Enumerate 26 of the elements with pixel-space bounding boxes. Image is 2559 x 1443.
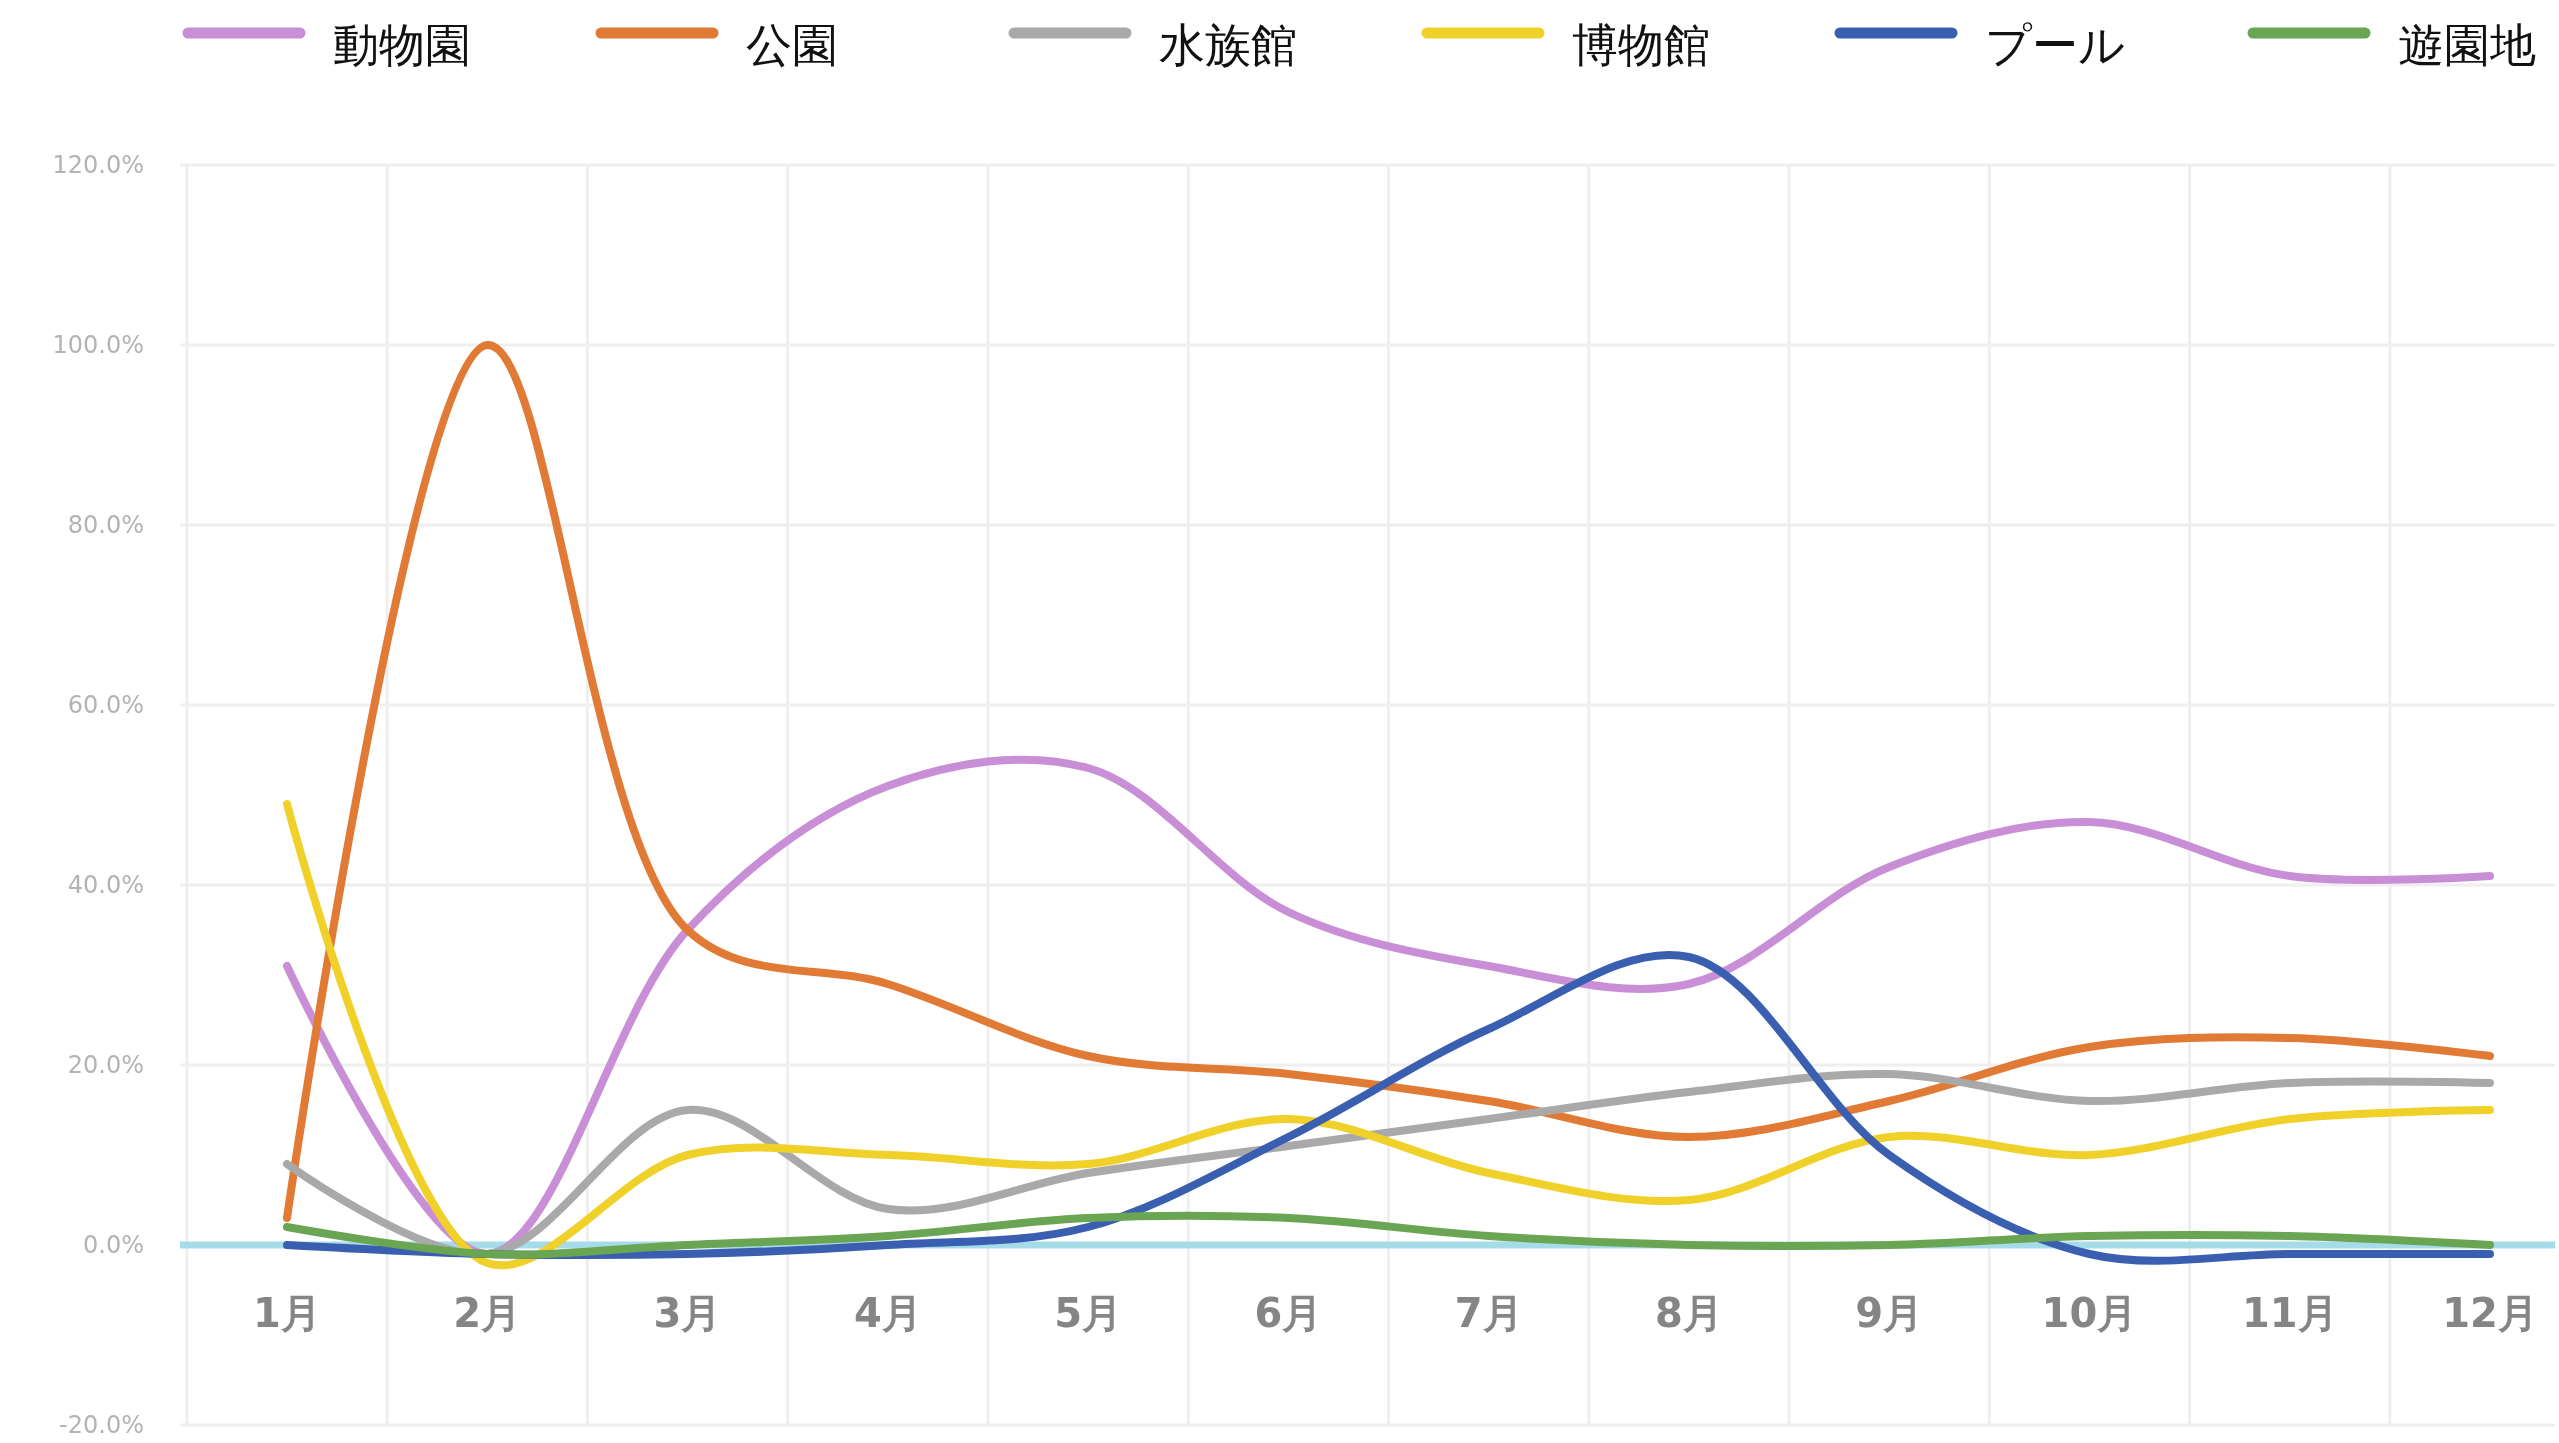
x-tick-label: 4月	[853, 1290, 922, 1336]
x-tick-label: 8月	[1654, 1290, 1723, 1336]
y-tick-label: 60.0%	[67, 691, 144, 719]
y-tick-label: 120.0%	[52, 151, 144, 179]
y-tick-label: 0.0%	[83, 1231, 144, 1259]
y-tick-label: 80.0%	[67, 511, 144, 539]
x-tick-label: 3月	[653, 1290, 722, 1336]
x-tick-label: 12月	[2442, 1290, 2538, 1336]
legend-label: プール	[1985, 18, 2125, 72]
y-tick-label: 100.0%	[52, 331, 144, 359]
y-tick-label: 20.0%	[67, 1051, 144, 1079]
legend-label: 遊園地	[2398, 18, 2536, 72]
x-tick-label: 2月	[453, 1290, 522, 1336]
y-tick-label: -20.0%	[59, 1411, 144, 1439]
x-tick-label: 7月	[1454, 1290, 1523, 1336]
y-tick-label: 40.0%	[67, 871, 144, 899]
x-tick-label: 9月	[1855, 1290, 1924, 1336]
x-tick-label: 10月	[2041, 1290, 2138, 1336]
x-tick-label: 5月	[1054, 1290, 1123, 1336]
x-tick-label: 11月	[2241, 1290, 2338, 1336]
legend-label: 動物園	[333, 18, 471, 72]
x-tick-label: 1月	[253, 1290, 321, 1336]
legend-label: 水族館	[1159, 18, 1297, 72]
legend-label: 公園	[746, 18, 838, 72]
legend-label: 博物館	[1572, 18, 1710, 72]
x-tick-label: 6月	[1254, 1290, 1323, 1336]
